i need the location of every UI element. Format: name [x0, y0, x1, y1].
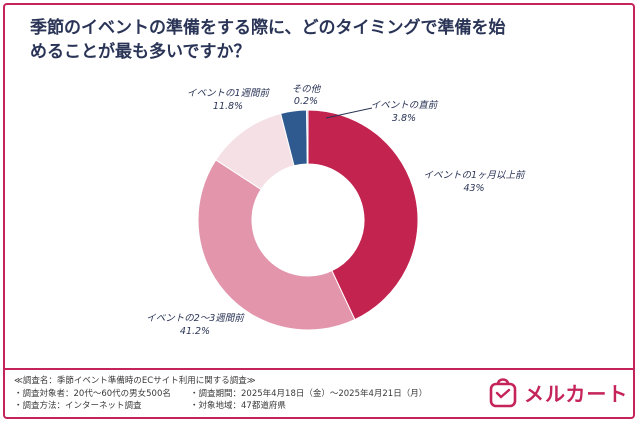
- survey-period: ・調査期間：2025年4月18日（金）～2025年4月21日（月）: [190, 388, 428, 399]
- survey-name: ≪調査名：季節イベント準備時のECサイト利用に関する調査≫: [14, 376, 256, 386]
- shopping-bag-icon: [489, 378, 517, 408]
- label-one-week: イベントの1週間前: [187, 87, 271, 99]
- chart-title-line-2: めることが最も多いですか？: [30, 42, 251, 62]
- slice-4: [306, 109, 309, 165]
- value-one-week: 11.8%: [213, 101, 243, 112]
- label-other: その他: [292, 84, 322, 95]
- value-two-three-weeks: 41.2%: [180, 326, 210, 337]
- label-just-before: イベントの直前: [371, 99, 439, 111]
- label-two-three-weeks: イベントの2～3週間前: [146, 312, 245, 324]
- chart-frame: [3, 3, 635, 419]
- footer-divider: [5, 368, 633, 370]
- slice-1: [197, 159, 356, 331]
- value-one-month: 43%: [463, 183, 484, 194]
- chart-title-line-1: 季節のイベントの準備をする際に、どのタイミングで準備を始: [30, 18, 506, 38]
- brand-logo: メルカート: [488, 374, 628, 410]
- leader-line: [325, 107, 373, 119]
- brand-name: メルカート: [524, 381, 629, 406]
- survey-region: ・対象地域：47都道府県: [190, 401, 286, 411]
- slice-0: [307, 109, 419, 321]
- survey-info: ≪調査名：季節イベント準備時のECサイト利用に関する調査≫ ・調査対象者：20代…: [14, 375, 434, 413]
- label-one-month: イベントの1ヶ月以上前: [423, 169, 526, 181]
- survey-method: ・調査方法：インターネット調査: [14, 401, 142, 411]
- value-other: 0.2%: [294, 96, 318, 107]
- value-just-before: 3.8%: [392, 113, 416, 124]
- survey-target: ・調査対象者：20代～60代の男女500名: [14, 388, 171, 399]
- donut-chart: その他 0.2% イベントの直前 3.8% イベントの1ヶ月以上前 43% イベ…: [146, 84, 526, 337]
- chart-title: 季節のイベントの準備をする際に、どのタイミングで準備を始 めることが最も多いです…: [30, 16, 590, 64]
